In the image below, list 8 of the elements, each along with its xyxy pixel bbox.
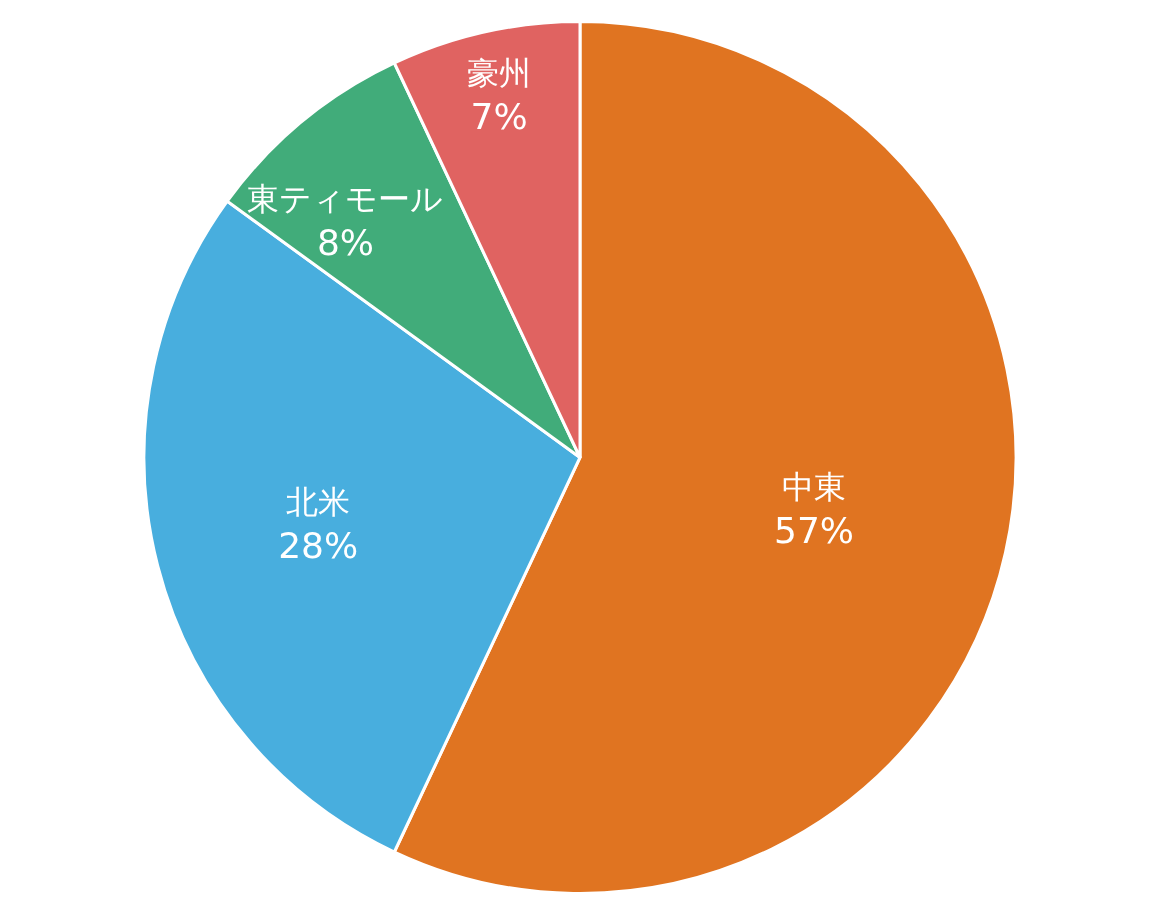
data-label: 7% [470, 95, 528, 137]
slice-label: 東ティモール [247, 180, 444, 219]
slice-label: 豪州 [467, 53, 532, 92]
data-label: 28% [278, 524, 359, 566]
slice-label: 中東 [782, 467, 847, 506]
data-label: 57% [774, 509, 855, 551]
slice-label: 北米 [286, 482, 351, 521]
data-label: 8% [316, 222, 375, 264]
